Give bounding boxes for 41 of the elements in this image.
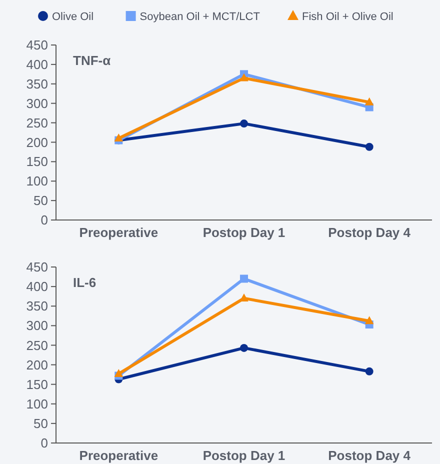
y-tick-label: 100 — [26, 396, 48, 412]
point — [114, 368, 124, 377]
y-tick-label: 0 — [40, 436, 48, 451]
y-tick-label: 450 — [26, 38, 48, 53]
point — [240, 274, 248, 283]
y-tick-label: 400 — [26, 56, 48, 72]
y-tick-label: 50 — [34, 416, 48, 431]
y-tick-label: 250 — [26, 338, 48, 353]
y-tick-label: 0 — [40, 212, 48, 228]
y-tick-label: 400 — [26, 279, 48, 294]
y-tick-label: 450 — [26, 260, 48, 275]
y-tick-label: 300 — [26, 96, 48, 111]
x-tick-label: Preoperative — [79, 225, 158, 240]
y-tick-label: 200 — [26, 357, 48, 372]
y-tick-label: 150 — [26, 154, 48, 170]
x-tick-label: Postop Day 1 — [202, 448, 286, 463]
point — [240, 120, 248, 128]
y-tick-label: 250 — [26, 115, 48, 130]
point — [365, 142, 374, 151]
x-tick-label: Postop Day 4 — [328, 225, 412, 240]
x-tick-label: Postop Day 1 — [202, 225, 286, 240]
point — [114, 134, 124, 142]
point — [364, 316, 374, 324]
point — [240, 73, 248, 82]
y-tick-label: 50 — [34, 193, 48, 208]
y-tick-label: 350 — [26, 76, 48, 92]
text: TNF-α — [73, 53, 111, 68]
point — [365, 367, 374, 376]
point — [364, 97, 374, 106]
y-tick-label: 150 — [26, 376, 48, 392]
legend-label: Olive Oil — [52, 11, 94, 23]
x-tick-label: Postop Day 4 — [328, 448, 412, 463]
legend-label: Soybean Oil + MCT/LCT — [140, 11, 260, 23]
point — [240, 344, 248, 352]
y-tick-label: 300 — [26, 318, 48, 334]
y-tick-label: 200 — [26, 134, 48, 150]
y-tick-label: 100 — [26, 174, 48, 189]
legend-label: Fish Oil + Olive Oil — [302, 11, 394, 23]
y-tick-label: 350 — [26, 298, 48, 314]
text: IL-6 — [73, 275, 96, 290]
x-tick-label: Preoperative — [79, 448, 158, 463]
